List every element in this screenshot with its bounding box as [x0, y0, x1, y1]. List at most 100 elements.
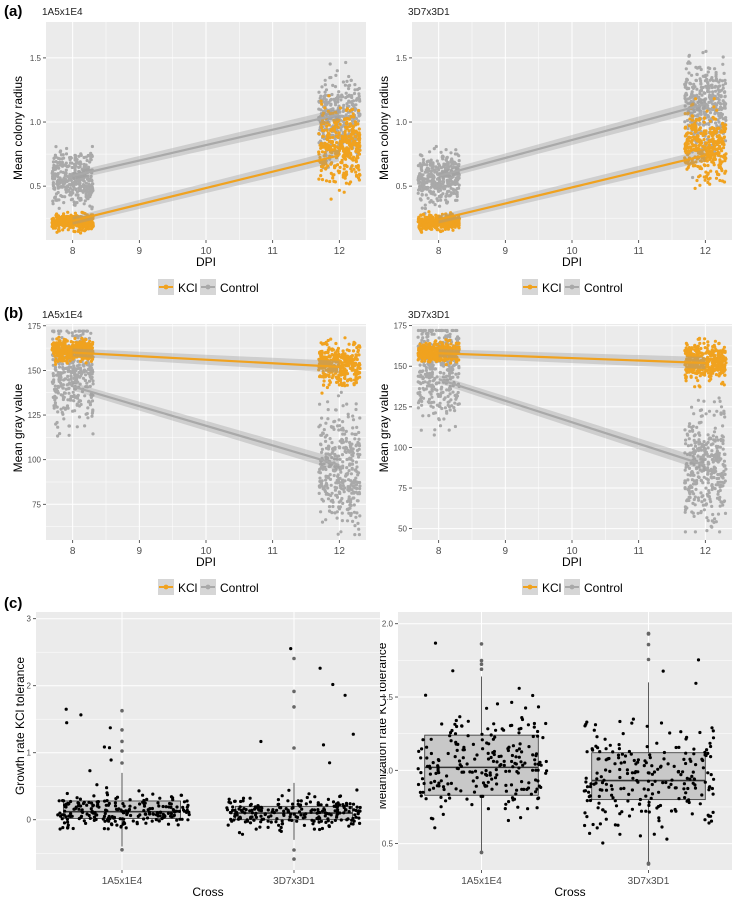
- data-point-kcl: [351, 128, 356, 133]
- data-point-control: [447, 333, 451, 337]
- data-point-control: [75, 378, 79, 382]
- data-point-control: [437, 336, 441, 340]
- data-point-kcl: [688, 145, 692, 149]
- data-point-control: [347, 511, 351, 515]
- data-point-control: [433, 411, 437, 415]
- data-point-control: [418, 173, 422, 177]
- data-point-control: [686, 97, 691, 101]
- data-point-control: [353, 83, 357, 87]
- data-point-control: [443, 406, 447, 410]
- data-point-kcl: [69, 347, 73, 351]
- data-point-kcl: [419, 213, 423, 217]
- data-point-control: [347, 478, 351, 482]
- data-point-kcl: [348, 122, 352, 126]
- data-point-control: [442, 162, 446, 166]
- data-point-kcl: [342, 381, 346, 385]
- data-point-control: [347, 489, 351, 493]
- data-point-control: [433, 428, 437, 432]
- data-point-control: [708, 93, 712, 97]
- data-point-control: [446, 189, 450, 194]
- data-point-kcl: [62, 212, 66, 216]
- data-point-kcl: [337, 132, 341, 136]
- data-point-control: [457, 162, 461, 167]
- data-point-control: [52, 387, 57, 391]
- data-point-kcl: [320, 150, 324, 154]
- data-point-control: [340, 453, 345, 457]
- data-point-kcl: [354, 159, 358, 163]
- data-point-control: [68, 161, 73, 165]
- data-point-control: [328, 437, 332, 441]
- x-tick-label: 12: [700, 546, 712, 557]
- data-point-control: [702, 74, 706, 78]
- data-point-control: [76, 396, 80, 400]
- data-point-kcl: [685, 138, 689, 143]
- y-tick-label: 0.5: [30, 182, 42, 191]
- data-point-kcl: [340, 161, 344, 165]
- data-point-control: [707, 90, 711, 94]
- data-point-control: [356, 521, 360, 526]
- data-point-control: [707, 100, 711, 104]
- data-point-kcl: [356, 176, 361, 180]
- y-tick-label: 1.0: [396, 118, 408, 127]
- data-point-control: [436, 166, 440, 170]
- data-point-control: [343, 449, 347, 454]
- data-point-kcl: [343, 154, 347, 158]
- data-point-control: [72, 376, 76, 380]
- data-point-control: [704, 486, 708, 490]
- data-point-control: [433, 193, 437, 197]
- data-point-control: [416, 191, 420, 195]
- legend-b2: KCl Control: [522, 579, 623, 595]
- y-tick-label: 100: [394, 443, 408, 452]
- data-point-control: [457, 372, 461, 376]
- data-point-kcl: [331, 374, 335, 378]
- data-point-control: [357, 527, 361, 531]
- data-point-kcl: [690, 114, 694, 118]
- data-point-kcl: [697, 143, 701, 148]
- data-point-control: [73, 158, 77, 162]
- data-point-control: [87, 336, 91, 340]
- data-point-control: [339, 98, 343, 102]
- data-point-control: [718, 94, 722, 98]
- data-point-kcl: [713, 130, 717, 134]
- data-point-control: [321, 499, 325, 503]
- data-point-control: [723, 104, 727, 108]
- data-point-control: [83, 378, 87, 382]
- data-point-kcl: [350, 169, 354, 173]
- data-point-control: [354, 476, 358, 480]
- data-point-control: [344, 96, 348, 100]
- data-point-kcl: [347, 342, 351, 346]
- data-point-kcl: [325, 124, 329, 128]
- data-point-kcl: [352, 382, 356, 386]
- data-point-control: [68, 172, 72, 177]
- data-point-control: [78, 160, 82, 164]
- data-point-kcl: [328, 179, 332, 184]
- data-point-kcl: [449, 221, 453, 225]
- data-point-control: [85, 189, 89, 194]
- data-point-control: [688, 81, 692, 85]
- data-point-control: [86, 416, 90, 420]
- data-point-control: [440, 155, 444, 159]
- y-tick-label: 150: [394, 362, 408, 371]
- facet-title-b2: 3D7x3D1: [408, 310, 450, 321]
- data-point-control: [69, 156, 73, 160]
- data-point-kcl: [325, 137, 329, 141]
- data-point-kcl: [54, 345, 58, 349]
- data-point-control: [722, 90, 727, 94]
- data-point-control: [75, 367, 79, 371]
- data-point-control: [721, 424, 725, 428]
- data-point-control: [51, 181, 56, 185]
- data-point-kcl: [355, 346, 359, 350]
- data-point-kcl: [715, 108, 719, 112]
- data-point-control: [51, 166, 56, 170]
- data-point-kcl: [721, 122, 725, 126]
- data-point-control: [53, 365, 58, 369]
- data-point-control: [347, 469, 351, 473]
- data-point-control: [76, 336, 80, 340]
- data-point-control: [439, 166, 443, 170]
- data-point-kcl: [325, 385, 329, 390]
- data-point-control: [354, 103, 358, 107]
- data-point-control: [355, 465, 359, 469]
- data-point-control: [425, 170, 429, 174]
- data-point-kcl: [356, 166, 360, 170]
- data-point-control: [54, 160, 58, 164]
